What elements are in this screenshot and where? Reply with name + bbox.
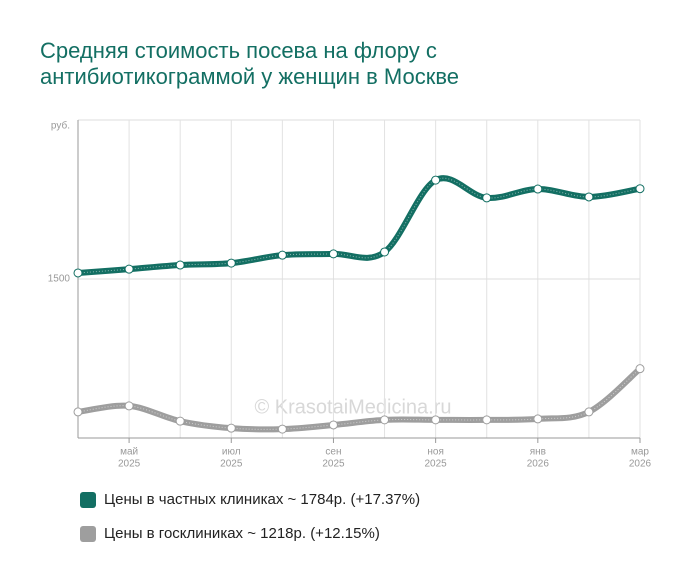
point [635,184,645,194]
x-tick-label: май [120,447,138,458]
point [533,414,543,424]
legend-label: Цены в частных клиниках ~ 1784р. (+17.37… [104,491,420,508]
x-tick-label: 2026 [527,459,550,470]
point [226,423,236,433]
point [124,401,134,411]
chart-title: Средняя стоимость посева на флору с анти… [40,38,459,89]
x-tick-label: сен [325,447,341,458]
x-tick-label: 2025 [322,459,345,470]
point [431,415,441,425]
point [277,250,287,260]
x-tick-label: 2026 [629,459,652,470]
point [73,268,83,278]
watermark: © KrasotaiMedicina.ru [254,396,451,418]
point [482,415,492,425]
point [380,247,390,257]
x-tick-label: ноя [427,447,444,458]
x-tick-label: мар [631,447,649,458]
point [431,175,441,185]
x-tick-label: 2025 [220,459,243,470]
legend-swatch [80,526,96,542]
point [175,416,185,426]
x-tick-label: 2025 [118,459,141,470]
point [584,407,594,417]
point [482,193,492,203]
legend-label: Цены в госклиниках ~ 1218р. (+12.15%) [104,525,380,542]
point [584,192,594,202]
point [635,364,645,374]
point [124,264,134,274]
y-tick-label: 1500 [48,274,71,285]
series-line [77,175,641,276]
x-tick-label: 2025 [425,459,448,470]
x-tick-label: янв [530,447,546,458]
point [175,260,185,270]
y-axis-label: руб. [51,120,70,132]
point [277,424,287,434]
legend-swatch [80,492,96,508]
point [73,407,83,417]
point [533,184,543,194]
point [226,258,236,268]
point [328,249,338,259]
x-tick-label: июл [222,447,241,458]
point [380,415,390,425]
point [328,420,338,430]
